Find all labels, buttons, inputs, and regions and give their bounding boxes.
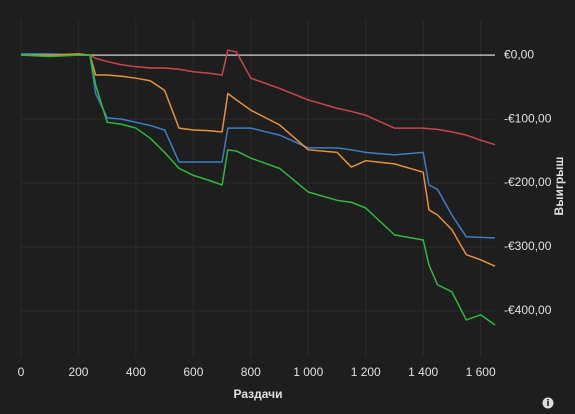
x-tick-label: 1 000 [293, 365, 323, 379]
x-tick-label: 400 [126, 365, 146, 379]
y-tick-label: €0,00 [504, 47, 534, 61]
x-tick-label: 600 [183, 365, 203, 379]
x-tick-label: 800 [241, 365, 261, 379]
x-tick-label: 1 200 [351, 365, 381, 379]
y-axis-title: Выигрыш [552, 157, 566, 216]
y-tick-label: -€200,00 [504, 175, 552, 189]
series-line [20, 54, 496, 326]
y-tick-label: -€100,00 [504, 111, 552, 125]
x-tick-label: 0 [18, 365, 25, 379]
series-line [21, 49, 496, 146]
y-tick-label: -€400,00 [504, 303, 552, 317]
y-tick-label: -€300,00 [504, 239, 552, 253]
x-axis-title: Раздачи [234, 387, 283, 401]
x-tick-label: 1 400 [408, 365, 438, 379]
x-tick-label: 1 600 [466, 365, 496, 379]
info-icon[interactable] [542, 397, 554, 409]
x-tick-label: 200 [68, 365, 88, 379]
series-line [21, 53, 496, 267]
